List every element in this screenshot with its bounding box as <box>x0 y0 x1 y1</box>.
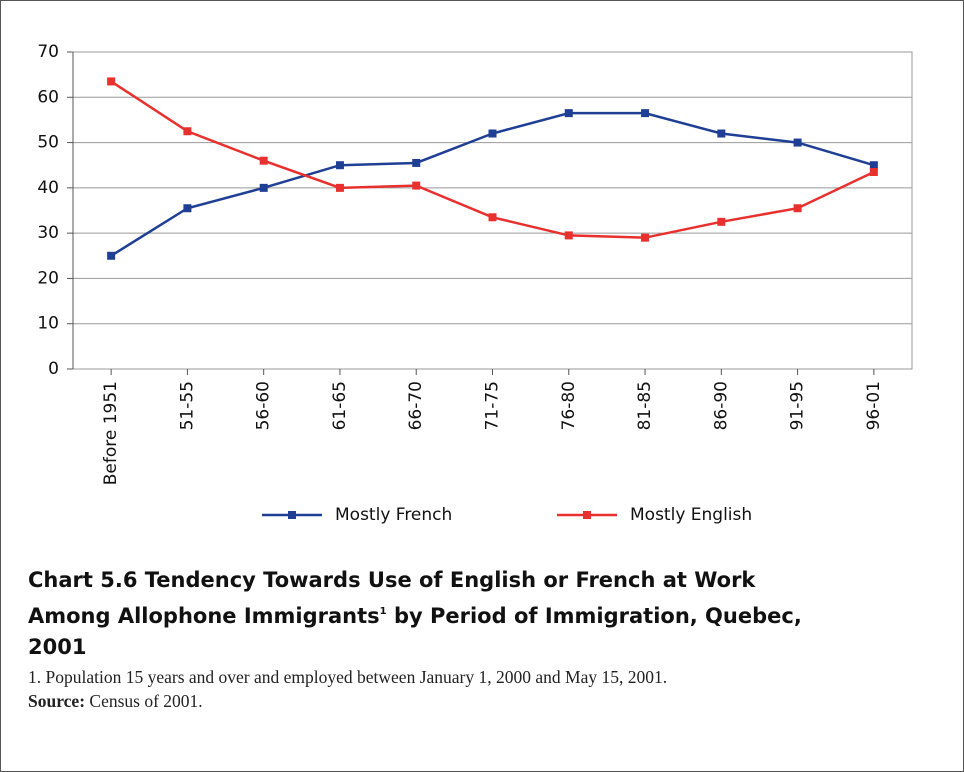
x-tick-label: 86-90 <box>711 381 731 430</box>
point <box>183 127 192 136</box>
y-tick-label: 20 <box>37 268 59 288</box>
y-tick-label: 30 <box>37 223 59 243</box>
point <box>335 161 344 170</box>
x-tick-label: 76-80 <box>559 381 579 430</box>
source: Source: Census of 2001. <box>28 689 667 713</box>
legend-label: Mostly French <box>335 505 452 525</box>
chart: 0 10 20 30 40 50 60 70 Before 1951 51-55 56-60 61-6… <box>37 42 913 525</box>
x-tick-label: 71-75 <box>483 381 503 430</box>
point <box>107 251 116 260</box>
y-tick-label: 50 <box>37 133 59 153</box>
point <box>793 204 802 213</box>
title-text: Chart 5.6 Tendency Towards Use of Englis… <box>28 568 756 628</box>
point <box>107 77 116 86</box>
y-tick-label: 70 <box>37 42 59 62</box>
point <box>259 183 268 192</box>
x-tick-label: 61-65 <box>330 381 350 430</box>
point <box>412 158 421 167</box>
point <box>183 204 192 213</box>
point <box>564 231 573 240</box>
point <box>259 156 268 165</box>
point <box>869 161 878 170</box>
point <box>717 129 726 138</box>
y-tick-label: 60 <box>37 87 59 107</box>
y-tick-label: 40 <box>37 178 59 198</box>
x-tick-label: 91-95 <box>788 381 808 430</box>
y-tick-label: 0 <box>48 359 59 379</box>
legend-marker <box>583 511 591 519</box>
notes: 1. Population 15 years and over and empl… <box>28 665 667 713</box>
point <box>488 213 497 222</box>
source-text: Census of 2001. <box>89 691 203 711</box>
point <box>412 181 421 190</box>
point <box>335 183 344 192</box>
legend-label: Mostly English <box>630 505 752 525</box>
x-tick-label: 56-60 <box>254 381 274 430</box>
title-footnote-mark: 1 <box>379 606 387 617</box>
point <box>793 138 802 147</box>
point <box>717 217 726 226</box>
title-text: by Period of Immigration, Quebec, 2001 <box>28 604 802 659</box>
x-tick-label: 66-70 <box>406 381 426 430</box>
source-label: Source: <box>28 691 86 711</box>
point <box>869 168 878 177</box>
point <box>641 233 650 242</box>
legend-marker <box>288 511 296 519</box>
footnote: 1. Population 15 years and over and empl… <box>28 667 668 687</box>
point <box>564 109 573 118</box>
chart-title: Chart 5.6 Tendency Towards Use of Englis… <box>28 565 828 663</box>
point <box>488 129 497 138</box>
x-tick-label: 96-01 <box>864 381 884 430</box>
x-tick-label: 51-55 <box>177 381 197 430</box>
x-tick-label: 81-85 <box>635 381 655 430</box>
x-tick-label: Before 1951 <box>101 381 121 485</box>
point <box>641 109 650 118</box>
y-tick-label: 10 <box>37 314 59 334</box>
